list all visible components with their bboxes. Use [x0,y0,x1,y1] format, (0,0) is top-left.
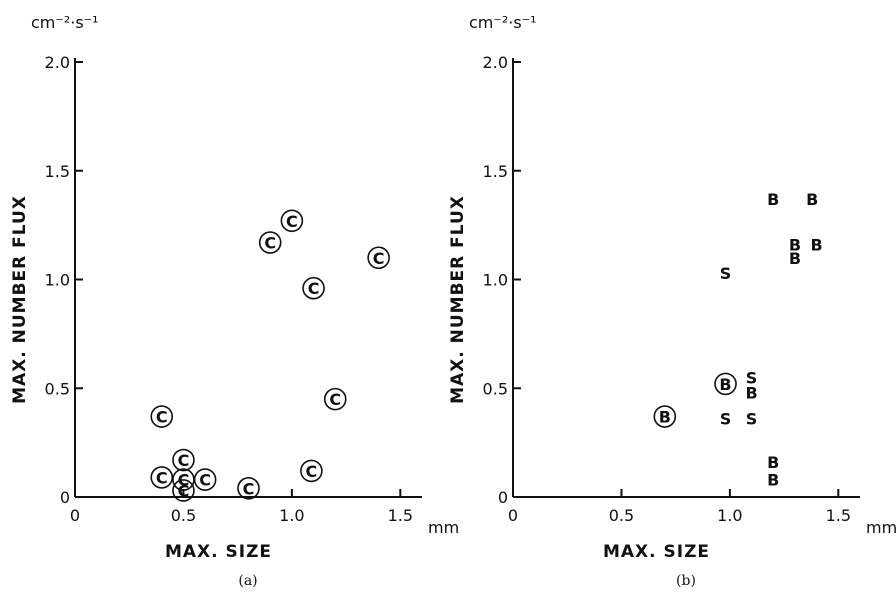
point-letter: C [329,390,341,409]
data-point-b: B [767,453,779,472]
data-point-b: B [806,190,818,209]
x-tick-label: 0 [70,506,80,525]
data-point-s: S [746,410,758,429]
x-axis-title: MAX. SIZE [165,542,272,562]
y-tick-label: 0 [60,488,70,507]
point-circle [172,479,195,502]
y-tick-label: 1.5 [483,162,508,181]
point-circle [367,246,390,270]
y-axis-title: MAX. NUMBER FLUX [448,195,468,404]
x-tick-label: 0.5 [171,506,196,525]
point-letter: C [286,212,298,231]
point-letter: S [720,410,732,429]
data-point-c: C [323,387,347,411]
point-letter: B [745,384,757,403]
x-tick-label: 0.5 [609,506,634,525]
point-circle [300,459,323,483]
point-letter: S [720,264,732,283]
data-point-c: C [258,231,282,254]
point-letter: S [746,368,758,387]
y-tick-label: 1.0 [483,271,508,290]
point-circle [323,387,347,411]
point-letter: C [199,471,211,490]
data-point-c: C [150,405,174,428]
y-tick-label: 2.0 [483,53,508,72]
point-letter: S [746,410,758,429]
x-tick-label: 1.0 [717,506,742,525]
point-circle [150,466,174,489]
y-axis-title: MAX. NUMBER FLUX [10,195,30,404]
data-point-c: C [150,466,174,489]
point-circle [302,276,325,300]
data-point-c: C [280,209,304,233]
data-point-s: S [746,368,758,387]
point-letter: C [178,451,190,470]
data-point-b: B [789,249,801,268]
data-point-c: C [172,448,195,472]
y-tick-label: 0.5 [483,379,508,398]
point-letter: C [156,408,168,427]
data-point-b: B [767,190,779,209]
y-tick-label: 1.0 [45,271,70,290]
point-circle [237,476,260,500]
panel-caption: (a) [238,573,257,589]
x-tick-label: 1.5 [388,506,413,525]
point-letter: B [789,249,801,268]
point-letter: C [264,234,276,253]
data-point-b: B [714,372,737,396]
data-point-b: B [811,236,823,255]
y-tick-label: 1.5 [45,162,70,181]
point-letter: C [373,249,385,268]
data-point-s: S [720,410,732,429]
data-point-c: C [302,276,325,300]
point-letter: B [767,190,779,209]
point-circle [280,209,304,233]
point-circle [172,448,195,472]
point-letter: B [789,236,801,255]
panel-b: 0 0.5 1.0 1.5 2.0 0 0.5 1.0 1.5 cm⁻²·s⁻¹ mm MAX. NU… [448,13,896,589]
point-letter: C [156,468,168,487]
x-tick-label: 0 [508,506,518,525]
x-unit-label: mm [428,518,459,537]
data-point-c: C [193,468,217,491]
point-letter: C [306,462,318,481]
data-point-c: C [237,476,260,500]
x-unit-label: mm [866,518,896,537]
point-letter: B [806,190,818,209]
y-tick-label: 2.0 [45,53,70,72]
point-letter: B [767,453,779,472]
point-letter: B [659,408,671,427]
point-letter: C [243,479,255,498]
point-circle [193,468,217,491]
point-letter: C [178,481,190,500]
point-circle [150,405,174,428]
data-point-b: B [653,405,677,428]
y-tick-label: 0 [498,488,508,507]
point-circle [714,372,737,396]
x-tick-label: 1.5 [826,506,851,525]
data-point-c: C [172,479,195,502]
point-circle [653,405,677,428]
y-unit-label: cm⁻²·s⁻¹ [31,13,99,32]
y-unit-label: cm⁻²·s⁻¹ [469,13,537,32]
data-point-c: C [300,459,323,483]
y-tick-label: 0.5 [45,379,70,398]
point-letter: B [719,375,731,394]
point-letter: C [308,279,320,298]
point-letter: B [767,471,779,490]
point-circle [258,231,282,254]
panel-caption: (b) [676,573,696,589]
panel-a: 0 0.5 1.0 1.5 2.0 0 0.5 1.0 1.5 cm⁻²·s⁻¹ mm MAX. NU… [10,13,459,589]
x-tick-label: 1.0 [279,506,304,525]
x-axis-title: MAX. SIZE [603,542,710,562]
data-point-b: B [745,384,757,403]
point-letter: B [811,236,823,255]
data-point-c: C [367,246,390,270]
data-point-b: B [767,471,779,490]
data-point-b: B [789,236,801,255]
data-point-s: S [720,264,732,283]
